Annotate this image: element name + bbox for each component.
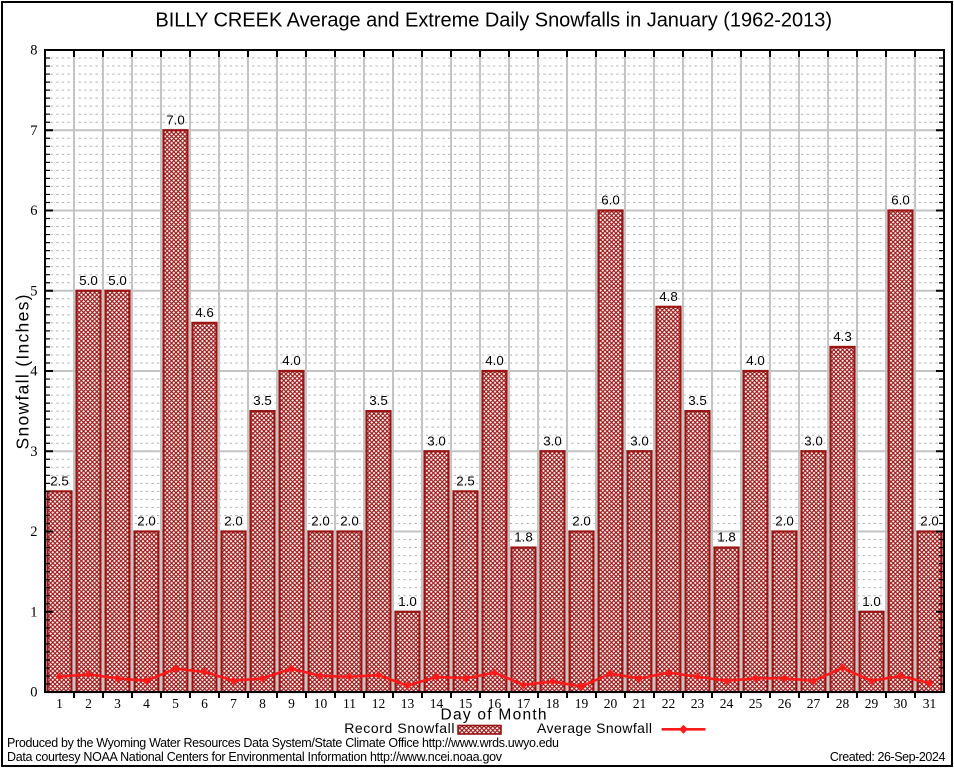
svg-text:4.6: 4.6 [195, 305, 214, 320]
svg-text:1.8: 1.8 [717, 530, 736, 545]
svg-text:2.0: 2.0 [572, 514, 591, 529]
svg-text:4.3: 4.3 [833, 329, 852, 344]
svg-text:6.0: 6.0 [601, 193, 620, 208]
svg-text:Record Snowfall: Record Snowfall [344, 720, 454, 736]
svg-text:26: 26 [778, 696, 792, 711]
svg-text:7: 7 [230, 696, 237, 711]
svg-text:20: 20 [604, 696, 618, 711]
svg-text:28: 28 [836, 696, 850, 711]
svg-text:7: 7 [30, 123, 37, 139]
svg-text:3: 3 [114, 696, 121, 711]
svg-text:2.0: 2.0 [137, 514, 156, 529]
svg-text:6.0: 6.0 [891, 193, 910, 208]
svg-text:24: 24 [720, 696, 734, 711]
svg-text:2: 2 [85, 696, 92, 711]
svg-text:15: 15 [459, 696, 473, 711]
svg-text:2.0: 2.0 [920, 514, 939, 529]
svg-text:0: 0 [30, 685, 37, 701]
svg-text:23: 23 [691, 696, 705, 711]
svg-text:Data courtesy NOAA National Ce: Data courtesy NOAA National Centers for … [7, 750, 503, 764]
svg-text:BILLY CREEK Average and Extrem: BILLY CREEK Average and Extreme Daily Sn… [155, 10, 832, 32]
svg-text:6: 6 [30, 203, 37, 219]
svg-text:4: 4 [30, 364, 38, 380]
svg-text:2.5: 2.5 [456, 473, 475, 488]
svg-text:5: 5 [172, 696, 179, 711]
svg-text:18: 18 [546, 696, 560, 711]
svg-text:2.0: 2.0 [775, 514, 794, 529]
svg-text:3.5: 3.5 [253, 393, 272, 408]
svg-text:17: 17 [517, 696, 531, 711]
svg-text:21: 21 [633, 696, 647, 711]
svg-text:3.0: 3.0 [543, 433, 562, 448]
svg-text:8: 8 [259, 696, 266, 711]
svg-text:14: 14 [430, 696, 444, 711]
svg-text:4.0: 4.0 [485, 353, 504, 368]
svg-text:29: 29 [865, 696, 879, 711]
svg-text:8: 8 [30, 43, 37, 59]
svg-text:5.0: 5.0 [108, 273, 127, 288]
svg-text:12: 12 [372, 696, 386, 711]
svg-text:10: 10 [314, 696, 328, 711]
svg-text:2: 2 [30, 524, 37, 540]
svg-text:30: 30 [894, 696, 908, 711]
svg-text:27: 27 [807, 696, 821, 711]
svg-text:2.0: 2.0 [224, 514, 243, 529]
svg-text:19: 19 [575, 696, 589, 711]
svg-text:Produced by the Wyoming Water: Produced by the Wyoming Water Resources … [7, 736, 559, 750]
svg-text:1.8: 1.8 [514, 530, 533, 545]
svg-text:5.0: 5.0 [79, 273, 98, 288]
svg-text:3: 3 [30, 444, 37, 460]
svg-text:3.5: 3.5 [369, 393, 388, 408]
svg-text:7.0: 7.0 [166, 112, 185, 127]
svg-text:1.0: 1.0 [398, 594, 417, 609]
svg-text:4.0: 4.0 [282, 353, 301, 368]
svg-text:2.0: 2.0 [340, 514, 359, 529]
svg-text:Average Snowfall: Average Snowfall [537, 720, 652, 736]
svg-text:3.0: 3.0 [427, 433, 446, 448]
svg-text:4.8: 4.8 [659, 289, 678, 304]
svg-text:31: 31 [923, 696, 937, 711]
svg-text:6: 6 [201, 696, 208, 711]
svg-text:9: 9 [288, 696, 295, 711]
svg-text:16: 16 [488, 696, 502, 711]
svg-text:Created: 26-Sep-2024: Created: 26-Sep-2024 [830, 750, 946, 764]
svg-text:2.5: 2.5 [50, 473, 69, 488]
svg-text:4: 4 [143, 696, 150, 711]
svg-text:2.0: 2.0 [311, 514, 330, 529]
svg-text:Day of Month: Day of Month [441, 707, 547, 724]
svg-text:13: 13 [401, 696, 415, 711]
svg-text:3.0: 3.0 [804, 433, 823, 448]
svg-text:22: 22 [662, 696, 676, 711]
svg-text:1.0: 1.0 [862, 594, 881, 609]
svg-text:4.0: 4.0 [746, 353, 765, 368]
svg-text:1: 1 [56, 696, 63, 711]
svg-text:1: 1 [30, 604, 37, 620]
svg-text:3.5: 3.5 [688, 393, 707, 408]
svg-text:Snowfall (Inches): Snowfall (Inches) [12, 295, 32, 450]
svg-text:3.0: 3.0 [630, 433, 649, 448]
svg-text:5: 5 [30, 283, 37, 299]
svg-text:11: 11 [343, 696, 356, 711]
svg-text:25: 25 [749, 696, 763, 711]
